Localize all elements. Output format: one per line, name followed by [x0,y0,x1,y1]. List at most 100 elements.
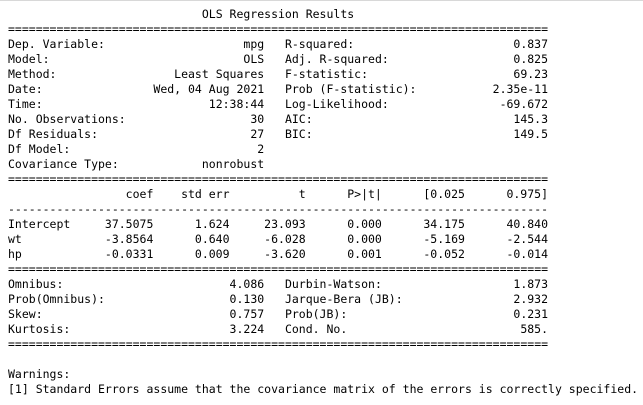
summary-row: No. Observations: 30 AIC: 145.3 [8,112,548,127]
column-gap [264,37,285,52]
diagnostics-row: Kurtosis: 3.224 Cond. No. 585. [8,322,548,337]
coef-name: wt [8,232,22,246]
coef-header-row: coef std err t P>|t| [0.025 0.975] [8,187,548,202]
coef-value: -3.8564 [104,232,154,246]
coef-p: 0.001 [347,247,382,261]
coef-header-name [8,187,70,202]
summary-row: Df Residuals: 27 BIC: 149.5 [8,127,548,142]
coef-row-wt: wt -3.8564 0.640 -6.028 0.000 -5.169 -2.… [8,232,548,247]
separator-double: ========================================… [8,337,549,351]
stat-label: Skew: [8,307,43,321]
report-title: OLS Regression Results [201,7,355,21]
coef-row-intercept: Intercept 37.5075 1.624 23.093 0.000 34.… [8,217,548,232]
column-gap [264,127,285,142]
column-gap [264,52,285,67]
stat-label: R-squared: [284,37,355,51]
stat-label: Jarque-Bera (JB): [284,292,403,306]
stat-value: 3.224 [229,322,265,336]
diagnostics-row: Omnibus: 4.086 Durbin-Watson: 1.873 [8,277,548,292]
stat-value: 0.130 [229,292,265,306]
stat-value: 0.757 [229,307,265,321]
stat-label: Time: [8,97,43,111]
coef-t: -3.620 [264,247,306,261]
stat-label: Covariance Type: [8,157,119,171]
stat-label: Date: [8,82,43,96]
coef-header-coef: coef [125,187,154,201]
coef-p: 0.000 [347,217,382,231]
separator-double: ========================================… [8,22,549,36]
coef-name: hp [8,247,22,261]
ols-regression-report: OLS Regression Results =================… [8,7,548,352]
blank-line [8,352,643,367]
coef-t: -6.028 [264,232,306,246]
column-gap [264,142,285,157]
stat-value: 585. [520,322,549,336]
stat-label: Prob(JB): [284,307,348,321]
stat-value: 0.825 [513,52,549,66]
stat-value: 2 [257,142,265,156]
summary-row: Method: Least Squares F-statistic: 69.23 [8,67,548,82]
stat-label: Method: [8,67,57,81]
coef-ci-low: 34.175 [423,217,465,231]
coef-name: Intercept [8,217,71,231]
coef-ci-low: -0.052 [423,247,465,261]
stat-label: Model: [8,52,50,66]
coef-stderr: 1.624 [194,217,230,231]
stat-value: 2.932 [513,292,549,306]
separator-double: ========================================… [8,172,549,186]
stat-value: mpg [243,37,265,51]
stat-value: 149.5 [513,127,549,141]
stat-value: 12:38:44 [208,97,265,111]
stat-value: 0.231 [513,307,549,321]
summary-row: Df Model: 2 [8,142,548,157]
stat-label: AIC: [284,112,313,126]
coef-ci-high: -2.544 [506,232,548,246]
stat-label: Durbin-Watson: [284,277,382,291]
coef-header-p: P>|t| [347,187,382,201]
coef-p: 0.000 [347,232,382,246]
coef-ci-low: -5.169 [423,232,465,246]
stat-value: -69.672 [499,97,549,111]
summary-row: Model: OLS Adj. R-squared: 0.825 [8,52,548,67]
stat-label: Omnibus: [8,277,64,291]
diagnostics-row: Skew: 0.757 Prob(JB): 0.231 [8,307,548,322]
stat-value: 27 [250,127,265,141]
stat-value: 30 [250,112,265,126]
summary-row: Covariance Type: nonrobust [8,157,548,172]
stat-label: Kurtosis: [8,322,71,336]
stat-label: Prob(Omnibus): [8,292,105,306]
stat-label: Df Model: [8,142,71,156]
diagnostics-row: Prob(Omnibus): 0.130 Jarque-Bera (JB): 2.9… [8,292,548,307]
column-gap [264,277,285,292]
stat-label: Prob (F-statistic): [284,82,417,96]
coef-value: -0.0331 [104,247,154,261]
stat-label: Dep. Variable: [8,37,105,51]
coef-t: 23.093 [264,217,306,231]
coef-header-t: t [298,187,306,201]
warning-item: [1] Standard Errors assume that the cova… [8,382,639,396]
column-gap [264,67,285,82]
stat-value: 4.086 [229,277,265,291]
warnings-heading: Warnings: [8,367,71,381]
summary-row: Date: Wed, 04 Aug 2021 Prob (F-statistic)… [8,82,548,97]
coef-ci-high: 40.840 [506,217,548,231]
stat-label: BIC: [284,127,313,141]
stat-value: Least Squares [174,67,265,81]
stat-label: Log-Likelihood: [284,97,389,111]
coef-header-ci-low: [0.025 [423,187,465,201]
stat-value: Wed, 04 Aug 2021 [153,82,265,96]
column-gap [264,292,285,307]
stat-value: 0.837 [513,37,549,51]
column-gap [264,157,285,172]
coef-stderr: 0.009 [194,247,230,261]
stat-value: 69.23 [513,67,549,81]
coef-value: 37.5075 [104,217,154,231]
coef-header-ci-high: 0.975] [506,187,548,201]
stat-value: 2.35e-11 [492,82,549,96]
column-gap [264,322,285,337]
stat-label: No. Observations: [8,112,126,126]
stat-value: OLS [243,52,265,66]
summary-row: Dep. Variable: mpg R-squared: 0.837 [8,37,548,52]
column-gap [264,82,285,97]
